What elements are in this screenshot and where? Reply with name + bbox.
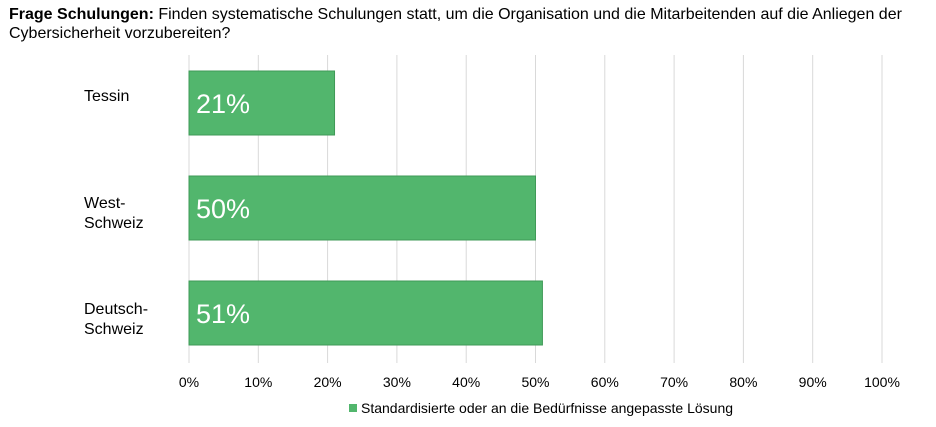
bar	[188, 70, 336, 136]
x-tick-label: 50%	[521, 374, 549, 390]
category-label: Deutsch- Schweiz	[84, 301, 149, 338]
bar	[188, 175, 536, 241]
x-tick-label: 100%	[864, 374, 900, 390]
legend-label: Standardisierte oder an die Bedürfnisse …	[361, 400, 734, 416]
x-axis-ticks: 0% 10% 20% 30% 40% 50% 60% 70% 80% 90% 100%	[179, 374, 900, 390]
x-tick-label: 70%	[660, 374, 688, 390]
x-tick-label: 40%	[452, 374, 480, 390]
bar-value-label: 21%	[196, 89, 250, 119]
bar-value-label: 50%	[196, 194, 250, 224]
x-tick-label: 80%	[729, 374, 757, 390]
legend-swatch	[349, 404, 357, 412]
category-label: West- Schweiz	[84, 195, 144, 232]
bar	[188, 280, 543, 346]
legend: Standardisierte oder an die Bedürfnisse …	[349, 400, 733, 416]
x-tick-label: 90%	[799, 374, 827, 390]
bar-value-label: 51%	[196, 299, 250, 329]
chart-title-text: Finden systematische Schulungen statt, u…	[9, 6, 902, 42]
bars: 21% 50% 51%	[188, 70, 543, 346]
chart-title: Frage Schulungen: Finden systematische S…	[9, 5, 929, 43]
x-tick-label: 20%	[314, 374, 342, 390]
chart-title-bold: Frage Schulungen:	[9, 6, 154, 23]
x-tick-label: 60%	[591, 374, 619, 390]
x-tick-label: 30%	[383, 374, 411, 390]
category-label: Tessin	[84, 88, 130, 105]
x-tick-label: 10%	[244, 374, 272, 390]
x-tick-label: 0%	[179, 374, 199, 390]
